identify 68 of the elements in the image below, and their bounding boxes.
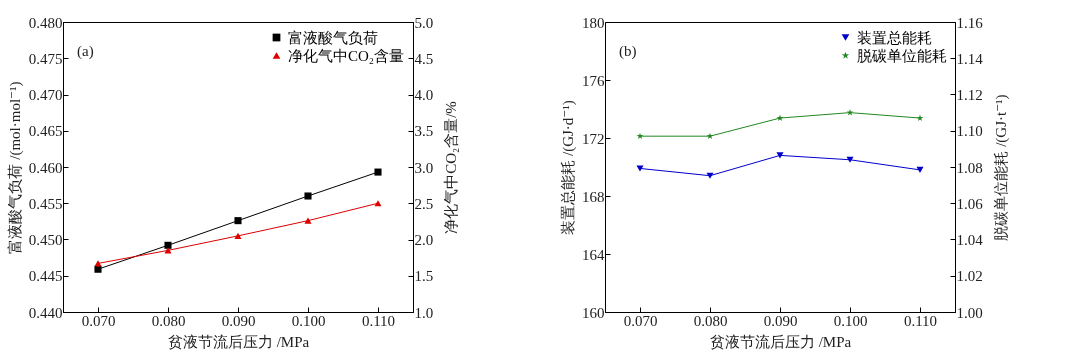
point xyxy=(304,217,312,224)
y-tick-label: 176 xyxy=(582,72,605,89)
point xyxy=(374,168,382,176)
y2-axis-title: 脱碳单位能耗 /(GJ·t⁻¹) xyxy=(992,94,1010,241)
y-tick-label: 164 xyxy=(582,246,605,263)
y2-tick-label: 2.0 xyxy=(414,232,434,248)
y-tick-label: 180 xyxy=(582,14,605,31)
x-axis-title: 贫液节流后压力 /MPa xyxy=(709,333,852,350)
point xyxy=(234,217,242,225)
point xyxy=(776,152,784,159)
legend-label: 富液酸气负荷 xyxy=(288,29,378,46)
x-tick-label: 0.100 xyxy=(833,312,868,329)
y2-tick-label: 4.5 xyxy=(414,50,434,67)
y2-tick-label: 1.12 xyxy=(956,87,983,103)
legend-label: 装置总能耗 xyxy=(857,29,932,46)
y2-tick-label: 1.14 xyxy=(956,50,984,67)
y2-tick-label: 1.04 xyxy=(956,232,984,248)
x-tick-label: 0.080 xyxy=(151,312,186,329)
y2-tick-label: 1.0 xyxy=(414,304,434,321)
y-tick-label: 0.445 xyxy=(28,268,63,285)
annotation: (b) xyxy=(619,43,637,60)
y-tick-label: 0.460 xyxy=(28,159,63,176)
y2-tick-label: 3.0 xyxy=(414,159,434,176)
y-tick-label: 0.440 xyxy=(28,304,63,321)
point xyxy=(916,166,924,173)
y-tick-label: 160 xyxy=(582,304,605,321)
y2-tick-label: 1.02 xyxy=(956,268,983,285)
point xyxy=(304,192,312,200)
y2-tick-label: 1.5 xyxy=(414,268,434,285)
y-tick-label: 0.475 xyxy=(28,50,63,67)
y2-tick-label: 2.5 xyxy=(414,195,434,212)
y-axis-title: 富液酸气负荷 /(mol·mol⁻¹) xyxy=(6,81,24,254)
x-tick-label: 0.070 xyxy=(81,312,116,329)
x-tick-label: 0.090 xyxy=(221,312,256,329)
x-tick-label: 0.100 xyxy=(291,312,326,329)
point xyxy=(234,232,242,239)
y2-tick-label: 1.00 xyxy=(956,304,983,321)
y2-tick-label: 3.5 xyxy=(414,123,434,140)
annotation: (a) xyxy=(77,43,94,60)
y2-tick-label: 4.0 xyxy=(414,87,434,103)
y2-tick-label: 1.08 xyxy=(956,159,983,176)
x-tick-label: 0.070 xyxy=(623,312,658,329)
legend-label: 净化气中CO₂含量 xyxy=(288,47,405,64)
y2-tick-label: 5.0 xyxy=(414,14,434,31)
y-tick-label: 0.480 xyxy=(28,14,63,31)
point xyxy=(916,114,924,121)
x-tick-label: 0.110 xyxy=(361,312,396,329)
y-tick-label: 0.450 xyxy=(28,232,63,248)
y2-tick-label: 1.06 xyxy=(956,195,984,212)
y-tick-label: 172 xyxy=(582,130,605,147)
y-tick-label: 0.455 xyxy=(28,195,63,212)
point xyxy=(636,165,644,172)
y2-tick-label: 1.16 xyxy=(956,14,984,31)
x-tick-label: 0.090 xyxy=(763,312,798,329)
y2-tick-label: 1.10 xyxy=(956,123,983,140)
legend-label: 脱碳单位能耗 xyxy=(857,47,947,64)
x-tick-label: 0.110 xyxy=(903,312,938,329)
y-tick-label: 0.470 xyxy=(28,87,63,103)
point xyxy=(776,114,784,121)
point xyxy=(164,241,172,249)
x-axis-title: 贫液节流后压力 /MPa xyxy=(167,333,310,350)
y-tick-label: 168 xyxy=(582,188,605,205)
y-axis-title: 装置总能耗 /(GJ·d⁻¹) xyxy=(560,100,577,235)
y2-axis-title: 净化气中CO₂含量/% xyxy=(443,101,460,234)
y-tick-label: 0.465 xyxy=(28,123,63,140)
x-tick-label: 0.080 xyxy=(693,312,728,329)
point xyxy=(636,132,644,140)
point xyxy=(94,265,102,273)
